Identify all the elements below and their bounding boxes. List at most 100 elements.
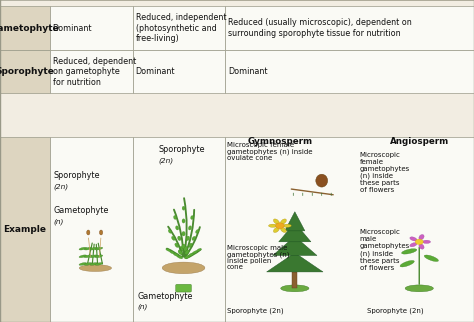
Text: Microscopic male: Microscopic male [227,245,287,251]
Bar [133,137,225,322]
FancyArrowPatch shape [89,238,91,257]
Text: inside pollen: inside pollen [227,258,271,264]
Circle shape [275,223,284,229]
FancyArrowPatch shape [96,244,98,264]
Bar [50,6,133,50]
Ellipse shape [79,247,87,250]
Text: (2n): (2n) [159,158,174,164]
Ellipse shape [196,230,199,233]
Ellipse shape [166,249,171,251]
Ellipse shape [79,255,87,258]
FancyArrowPatch shape [184,210,194,257]
Text: Angiosperm: Angiosperm [390,137,449,146]
FancyArrowPatch shape [186,250,201,258]
Text: Reduced, independent
(photosynthetic and
free-living): Reduced, independent (photosynthetic and… [136,13,226,43]
Ellipse shape [84,262,92,265]
Ellipse shape [188,226,191,230]
Ellipse shape [410,237,417,241]
Ellipse shape [182,244,185,249]
Ellipse shape [79,265,111,271]
Ellipse shape [178,250,182,255]
Text: Reduced, dependent
on gametophyte
for nutrition: Reduced, dependent on gametophyte for nu… [53,57,136,87]
Ellipse shape [90,247,98,250]
Ellipse shape [180,246,183,251]
Text: Sporophyte: Sporophyte [159,145,205,154]
Text: Dominant: Dominant [136,67,175,76]
Ellipse shape [178,236,181,241]
Bar [225,137,474,322]
Ellipse shape [182,206,185,210]
Ellipse shape [422,240,430,243]
Text: Microscopic female: Microscopic female [227,142,294,148]
Ellipse shape [192,251,198,254]
Ellipse shape [281,285,309,292]
Ellipse shape [273,227,279,232]
Ellipse shape [87,230,90,235]
Text: Gametophyte: Gametophyte [53,206,109,215]
Ellipse shape [84,247,92,250]
Ellipse shape [192,236,196,241]
Text: ovulate cone: ovulate cone [227,155,272,161]
Text: Microscopic
female
gametophytes
(n) inside
these parts
of flowers: Microscopic female gametophytes (n) insi… [359,152,410,193]
Ellipse shape [184,255,191,259]
Bar [0,50,50,93]
Ellipse shape [79,262,87,265]
Text: Gametophyte: Gametophyte [0,24,59,33]
Ellipse shape [182,232,185,236]
Text: Sporophyte (2n): Sporophyte (2n) [367,308,424,314]
Ellipse shape [419,234,424,240]
Ellipse shape [281,219,286,224]
Bar [50,137,133,322]
Text: Reduced (usually microscopic), dependent on
surrounding sporophyte tissue for nu: Reduced (usually microscopic), dependent… [228,18,412,38]
Ellipse shape [410,243,417,247]
Ellipse shape [191,215,193,220]
Ellipse shape [419,244,424,249]
Bar [225,50,474,93]
Ellipse shape [273,219,279,224]
Ellipse shape [173,215,176,220]
FancyArrowPatch shape [92,244,94,264]
Ellipse shape [175,226,179,230]
Ellipse shape [189,253,194,256]
Bar [133,50,225,93]
Ellipse shape [95,255,103,258]
Text: Gametophyte: Gametophyte [137,292,193,300]
Bar [292,272,297,289]
Ellipse shape [170,251,174,254]
Bar [0,137,50,322]
Ellipse shape [401,249,417,254]
FancyArrowPatch shape [292,189,333,195]
Polygon shape [266,253,323,272]
FancyArrowPatch shape [168,227,183,257]
Text: Gymnosperm: Gymnosperm [247,137,312,146]
FancyArrowPatch shape [167,249,182,257]
Ellipse shape [90,255,98,258]
FancyArrowPatch shape [88,243,92,264]
Ellipse shape [90,262,98,265]
Ellipse shape [162,262,205,274]
Text: (2n): (2n) [53,184,68,190]
Text: gametophytes (n) inside: gametophytes (n) inside [227,148,312,155]
Polygon shape [273,236,317,256]
Text: Example: Example [3,225,46,234]
Circle shape [415,239,423,245]
Polygon shape [279,223,311,242]
Ellipse shape [100,230,103,235]
Ellipse shape [197,249,201,251]
FancyArrowPatch shape [184,198,187,257]
FancyArrowPatch shape [98,243,102,264]
Ellipse shape [168,230,172,233]
Text: Sporophyte: Sporophyte [53,171,100,180]
Ellipse shape [316,174,328,187]
Ellipse shape [172,236,175,241]
Ellipse shape [184,246,188,251]
Bar [0,6,50,50]
Text: Sporophyte (2n): Sporophyte (2n) [227,308,283,314]
Text: Microscopic
male
gametophytes
(n) inside
these parts
of flowers: Microscopic male gametophytes (n) inside… [359,230,410,271]
Ellipse shape [182,219,185,223]
Text: Dominant: Dominant [53,24,92,33]
Ellipse shape [84,255,92,258]
Text: gametophytes (n): gametophytes (n) [227,251,289,258]
Ellipse shape [186,236,190,241]
Ellipse shape [95,262,103,265]
